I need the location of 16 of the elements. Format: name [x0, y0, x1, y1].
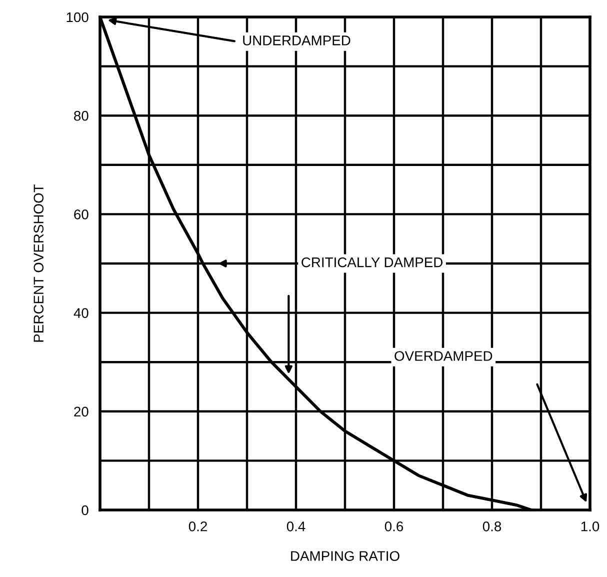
y-tick-label: 40 [74, 308, 88, 318]
annotation: UNDERDAMPED [243, 36, 350, 46]
y-tick-label: 60 [74, 210, 88, 220]
y-tick-label: 0 [82, 505, 88, 516]
x-tick-label: 0.6 [384, 521, 404, 532]
x-axis-title: DAMPING RATIO [291, 551, 400, 561]
y-tick-label: 80 [74, 110, 88, 121]
x-tick-label: 0.8 [482, 521, 502, 532]
x-tick-label: 0.4 [286, 521, 306, 532]
y-tick-label: 20 [74, 406, 88, 417]
x-tick-label: 1.0 [581, 521, 600, 532]
annotation: OVERDAMPED [394, 351, 492, 361]
x-tick-label: 0.2 [188, 521, 207, 532]
y-axis-title: PERCENT OVERSHOOT [34, 184, 44, 342]
annotation: CRITICALLY DAMPED [302, 257, 443, 268]
y-tick-label: 100 [66, 12, 88, 22]
